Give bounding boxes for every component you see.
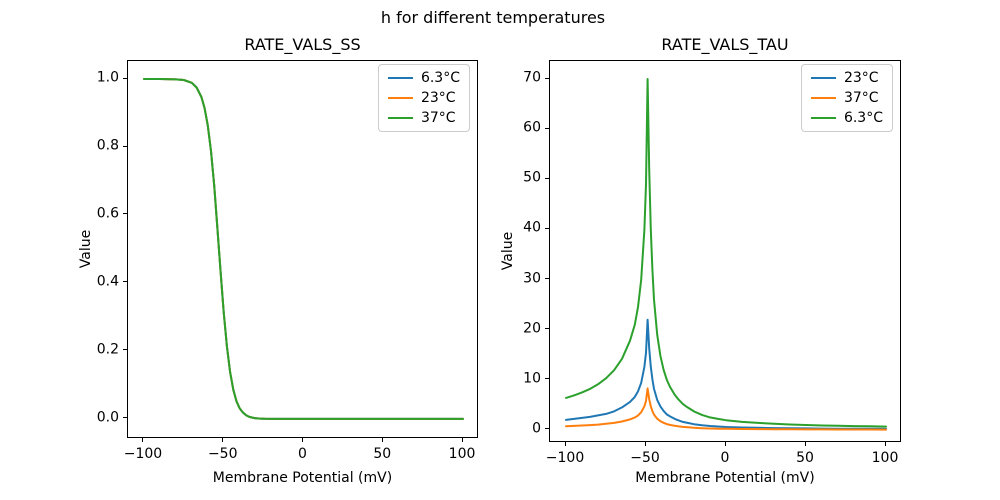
- left-legend: 6.3°C 23°C 37°C: [377, 64, 470, 132]
- legend-entry-23°C: 23°C: [810, 70, 883, 86]
- y-tick-label: 40: [523, 219, 541, 236]
- x-tick-mark: [564, 442, 566, 446]
- legend-line-swatch: [810, 77, 836, 79]
- x-tick-label: 100: [871, 450, 899, 466]
- y-tick-mark: [545, 227, 549, 229]
- y-tick-mark: [123, 145, 127, 147]
- y-tick-label: 0.0: [96, 409, 119, 426]
- legend-label: 23°C: [420, 90, 456, 106]
- right-x-axis-label: Membrane Potential (mV): [635, 470, 815, 486]
- series-line-37°C: [565, 387, 887, 431]
- y-tick-label: 30: [523, 270, 541, 287]
- y-tick-mark: [545, 328, 549, 330]
- legend-entry-37°C: 37°C: [387, 110, 460, 126]
- right-plot-area: [549, 60, 901, 442]
- legend-label: 37°C: [420, 110, 456, 126]
- legend-label: 6.3°C: [843, 110, 883, 126]
- y-tick-mark: [123, 213, 127, 215]
- y-tick-mark: [123, 77, 127, 79]
- legend-label: 37°C: [843, 90, 879, 106]
- x-tick-mark: [804, 442, 806, 446]
- legend-line-swatch: [387, 117, 413, 119]
- left-x-axis-label: Membrane Potential (mV): [212, 470, 393, 486]
- legend-label: 6.3°C: [420, 70, 460, 86]
- y-tick-label: 0.8: [96, 137, 119, 154]
- legend-entry-6.3°C: 6.3°C: [387, 70, 460, 86]
- x-tick-label: −100: [545, 450, 585, 466]
- right-y-axis-label: Value: [500, 231, 516, 271]
- y-tick-label: 0: [532, 420, 541, 437]
- x-tick-label: 50: [796, 450, 814, 466]
- x-tick-label: −50: [207, 446, 238, 462]
- figure-title: h for different temperatures: [380, 8, 606, 27]
- left-plot-area: [127, 60, 478, 438]
- left-plot-canvas: [143, 78, 464, 420]
- y-tick-label: 0.2: [96, 341, 119, 358]
- left-plot-title: RATE_VALS_SS: [244, 35, 361, 54]
- right-plot-canvas: [565, 78, 887, 431]
- legend-entry-6.3°C: 6.3°C: [810, 110, 883, 126]
- legend-line-swatch: [387, 97, 413, 99]
- y-tick-mark: [545, 428, 549, 430]
- legend-line-swatch: [810, 117, 836, 119]
- x-tick-mark: [302, 438, 303, 442]
- x-tick-label: 0: [720, 450, 730, 466]
- y-tick-label: 60: [523, 119, 541, 136]
- x-tick-mark: [884, 442, 886, 446]
- y-tick-mark: [545, 177, 549, 179]
- x-tick-mark: [724, 442, 726, 446]
- x-tick-mark: [461, 438, 463, 442]
- x-tick-mark: [142, 438, 144, 442]
- x-tick-label: −100: [123, 446, 163, 462]
- y-tick-label: 10: [523, 370, 541, 387]
- x-tick-mark: [222, 438, 224, 442]
- y-tick-mark: [123, 417, 127, 419]
- y-tick-mark: [123, 349, 127, 351]
- y-tick-label: 70: [523, 69, 541, 86]
- x-tick-label: 50: [373, 446, 392, 462]
- series-line-6.3°C: [565, 78, 887, 428]
- y-tick-label: 0.4: [96, 273, 119, 290]
- x-tick-label: 0: [298, 446, 307, 462]
- y-tick-label: 20: [523, 320, 541, 337]
- right-plot-title: RATE_VALS_TAU: [661, 35, 789, 54]
- legend-line-swatch: [387, 77, 413, 79]
- legend-entry-37°C: 37°C: [810, 90, 883, 106]
- y-tick-label: 50: [523, 169, 541, 186]
- series-line-37°C: [143, 78, 464, 420]
- legend-line-swatch: [810, 97, 836, 99]
- x-tick-label: −50: [630, 450, 660, 466]
- y-tick-label: 0.6: [96, 205, 119, 222]
- y-tick-mark: [123, 281, 127, 283]
- x-tick-mark: [381, 438, 383, 442]
- right-legend: 23°C 37°C 6.3°C: [800, 64, 893, 132]
- x-tick-mark: [644, 442, 646, 446]
- y-tick-mark: [545, 278, 549, 280]
- x-tick-label: 100: [448, 446, 476, 462]
- legend-entry-23°C: 23°C: [387, 90, 460, 106]
- legend-label: 23°C: [843, 70, 879, 86]
- y-tick-mark: [545, 77, 549, 79]
- y-tick-mark: [545, 127, 549, 129]
- series-line-23°C: [565, 318, 887, 430]
- y-tick-label: 1.0: [96, 69, 119, 86]
- y-tick-mark: [545, 378, 549, 380]
